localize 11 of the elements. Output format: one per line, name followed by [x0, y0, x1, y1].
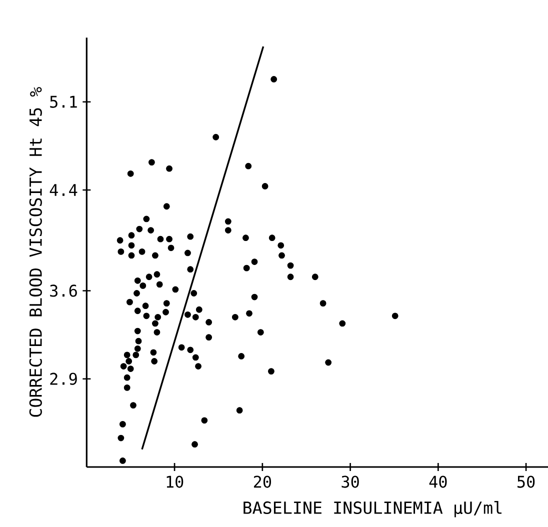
x-tick-label: 10 [166, 476, 184, 488]
x-tick-label: 50 [518, 476, 535, 488]
y-axis-title: CORRECTED BLOOD VISCOSITY Ht 45 % [29, 87, 42, 417]
y-tick-label: 2.9 [50, 372, 77, 385]
x-tick-label: 40 [429, 476, 447, 488]
x-tick-label: 30 [342, 476, 359, 488]
y-tick-label: 4.4 [50, 184, 78, 196]
y-tick-label: 3.6 [50, 284, 77, 297]
y-tick-label: 5.1 [50, 96, 77, 108]
x-axis-title: BASELINE INSULINEMIA μU/ml [244, 501, 502, 518]
x-tick-label: 20 [254, 476, 272, 488]
